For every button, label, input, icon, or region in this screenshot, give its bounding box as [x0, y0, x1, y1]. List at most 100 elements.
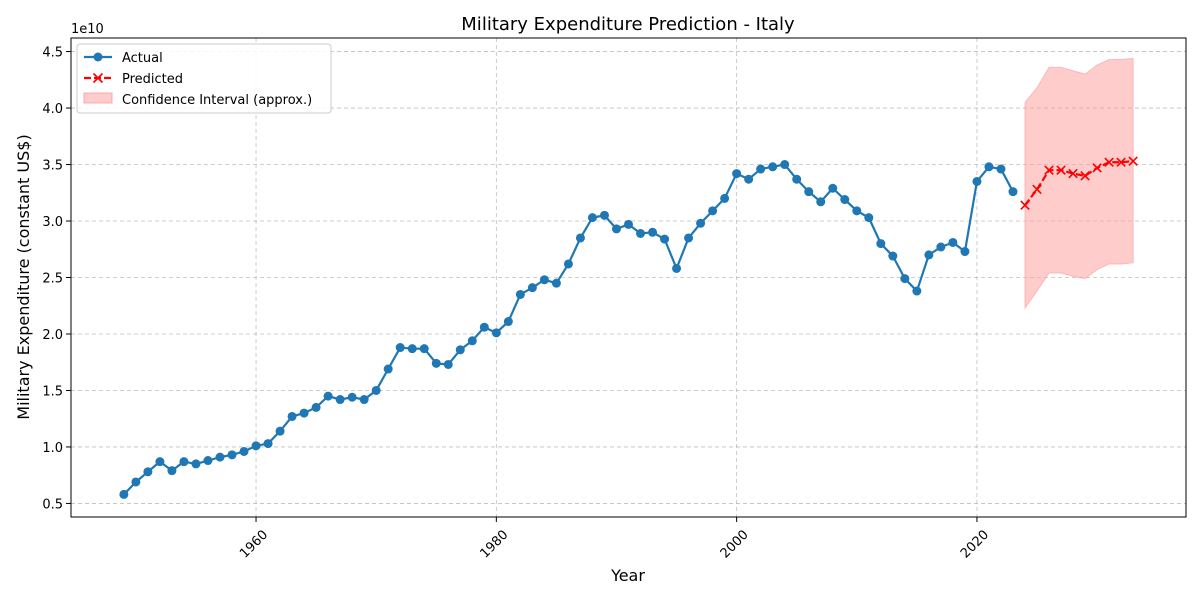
actual-data-point [299, 408, 309, 418]
predicted-data-point [1068, 168, 1078, 179]
actual-data-point [467, 336, 477, 346]
actual-data-point [732, 169, 742, 179]
actual-data-point [636, 228, 646, 238]
y-tick-label: 1.0 [42, 441, 63, 456]
legend-actual-marker [93, 52, 103, 62]
actual-data-point [491, 328, 501, 338]
actual-data-point [672, 263, 682, 273]
y-tick-label: 2.5 [42, 272, 63, 287]
x-tick-label: 2000 [718, 527, 752, 561]
actual-data-point [359, 395, 369, 405]
actual-data-point [479, 322, 489, 332]
x-tick-label: 1960 [237, 527, 271, 561]
actual-data-point [864, 213, 874, 223]
legend-predicted-label: Predicted [122, 72, 183, 87]
actual-data-point [323, 391, 333, 401]
actual-data-point [984, 162, 994, 172]
actual-data-point [648, 227, 658, 237]
actual-data-point [275, 426, 285, 436]
actual-data-point [251, 441, 261, 451]
actual-data-point [816, 197, 826, 207]
actual-data-point [912, 286, 922, 296]
y-tick-label: 3.5 [42, 159, 63, 174]
actual-data-point [407, 344, 417, 354]
actual-data-point [696, 218, 706, 228]
y-tick-label: 4.5 [42, 46, 63, 61]
actual-data-point [371, 385, 381, 395]
actual-data-point [948, 237, 958, 247]
actual-data-point [455, 345, 465, 355]
predicted-data-point [1128, 156, 1138, 166]
x-axis: 1960 1980 2000 2020 [237, 517, 992, 562]
actual-data-point [263, 439, 273, 449]
actual-data-point [311, 402, 321, 412]
actual-data-point [179, 457, 189, 467]
actual-data-point [708, 206, 718, 216]
actual-data-point [383, 364, 393, 374]
x-tick-label: 1980 [477, 527, 511, 561]
actual-data-point [155, 457, 165, 467]
chart-title: Military Expenditure Prediction - Italy [461, 14, 795, 35]
legend-actual-label: Actual [122, 51, 163, 66]
actual-data-point [1008, 187, 1018, 197]
actual-data-point [624, 219, 633, 229]
actual-data-point [852, 206, 862, 216]
actual-data-point [587, 213, 597, 223]
predicted-data-point [1092, 163, 1102, 173]
actual-data-point [900, 274, 910, 284]
actual-data-point [840, 195, 850, 205]
x-axis-title: Year [610, 566, 645, 585]
actual-data-point [792, 174, 802, 184]
actual-data-point [527, 283, 537, 293]
actual-data-point [684, 233, 694, 243]
predicted-data-point [1032, 184, 1042, 195]
actual-data-point [443, 359, 453, 369]
y-tick-label: 2.0 [42, 328, 63, 343]
confidence-interval-layer [1024, 57, 1134, 310]
predicted-data-point [1116, 157, 1126, 168]
confidence-interval-band [1024, 57, 1134, 310]
actual-data-point [167, 466, 177, 476]
actual-data-point [215, 452, 225, 462]
actual-data-point [503, 317, 513, 327]
actual-data-point [744, 174, 754, 184]
actual-data-point [996, 164, 1006, 174]
predicted-data-point [1056, 165, 1066, 175]
actual-data-point [431, 358, 441, 368]
actual-data-point [563, 259, 573, 269]
actual-data-point [539, 275, 549, 285]
y-axis: 0.5 1.0 1.5 2.0 2.5 3.0 3.5 4.0 4.5 [42, 46, 71, 512]
predicted-data-point [1044, 165, 1054, 175]
actual-data-point [768, 162, 778, 172]
x-tick-label: 2020 [958, 527, 992, 561]
actual-data-point [876, 239, 886, 249]
y-tick-label: 1.5 [42, 384, 63, 399]
actual-data-point [780, 160, 790, 170]
actual-data-point [239, 446, 249, 456]
actual-data-point [119, 489, 129, 499]
actual-data-point [143, 467, 153, 477]
actual-data-point [660, 234, 670, 244]
actual-data-point [131, 477, 141, 487]
actual-data-point [804, 187, 814, 197]
actual-data-point [960, 247, 970, 257]
actual-data-point [575, 233, 585, 243]
series-layer [119, 156, 1138, 499]
legend: Actual Predicted Confidence Interval (ap… [76, 43, 332, 114]
actual-data-point [227, 450, 237, 460]
actual-data-point [419, 344, 429, 354]
y-tick-label: 3.0 [42, 215, 63, 230]
actual-data-point [551, 278, 561, 288]
actual-data-point [924, 250, 934, 260]
predicted-data-point [1020, 200, 1030, 210]
actual-data-point [335, 395, 345, 405]
actual-data-point [828, 183, 838, 193]
actual-data-point [191, 459, 201, 469]
legend-ci-swatch [83, 92, 113, 104]
y-offset-label: 1e10 [71, 22, 104, 37]
actual-data-point [287, 411, 297, 421]
actual-data-point [203, 456, 213, 466]
actual-data-point [720, 193, 730, 203]
actual-data-point [611, 224, 621, 234]
